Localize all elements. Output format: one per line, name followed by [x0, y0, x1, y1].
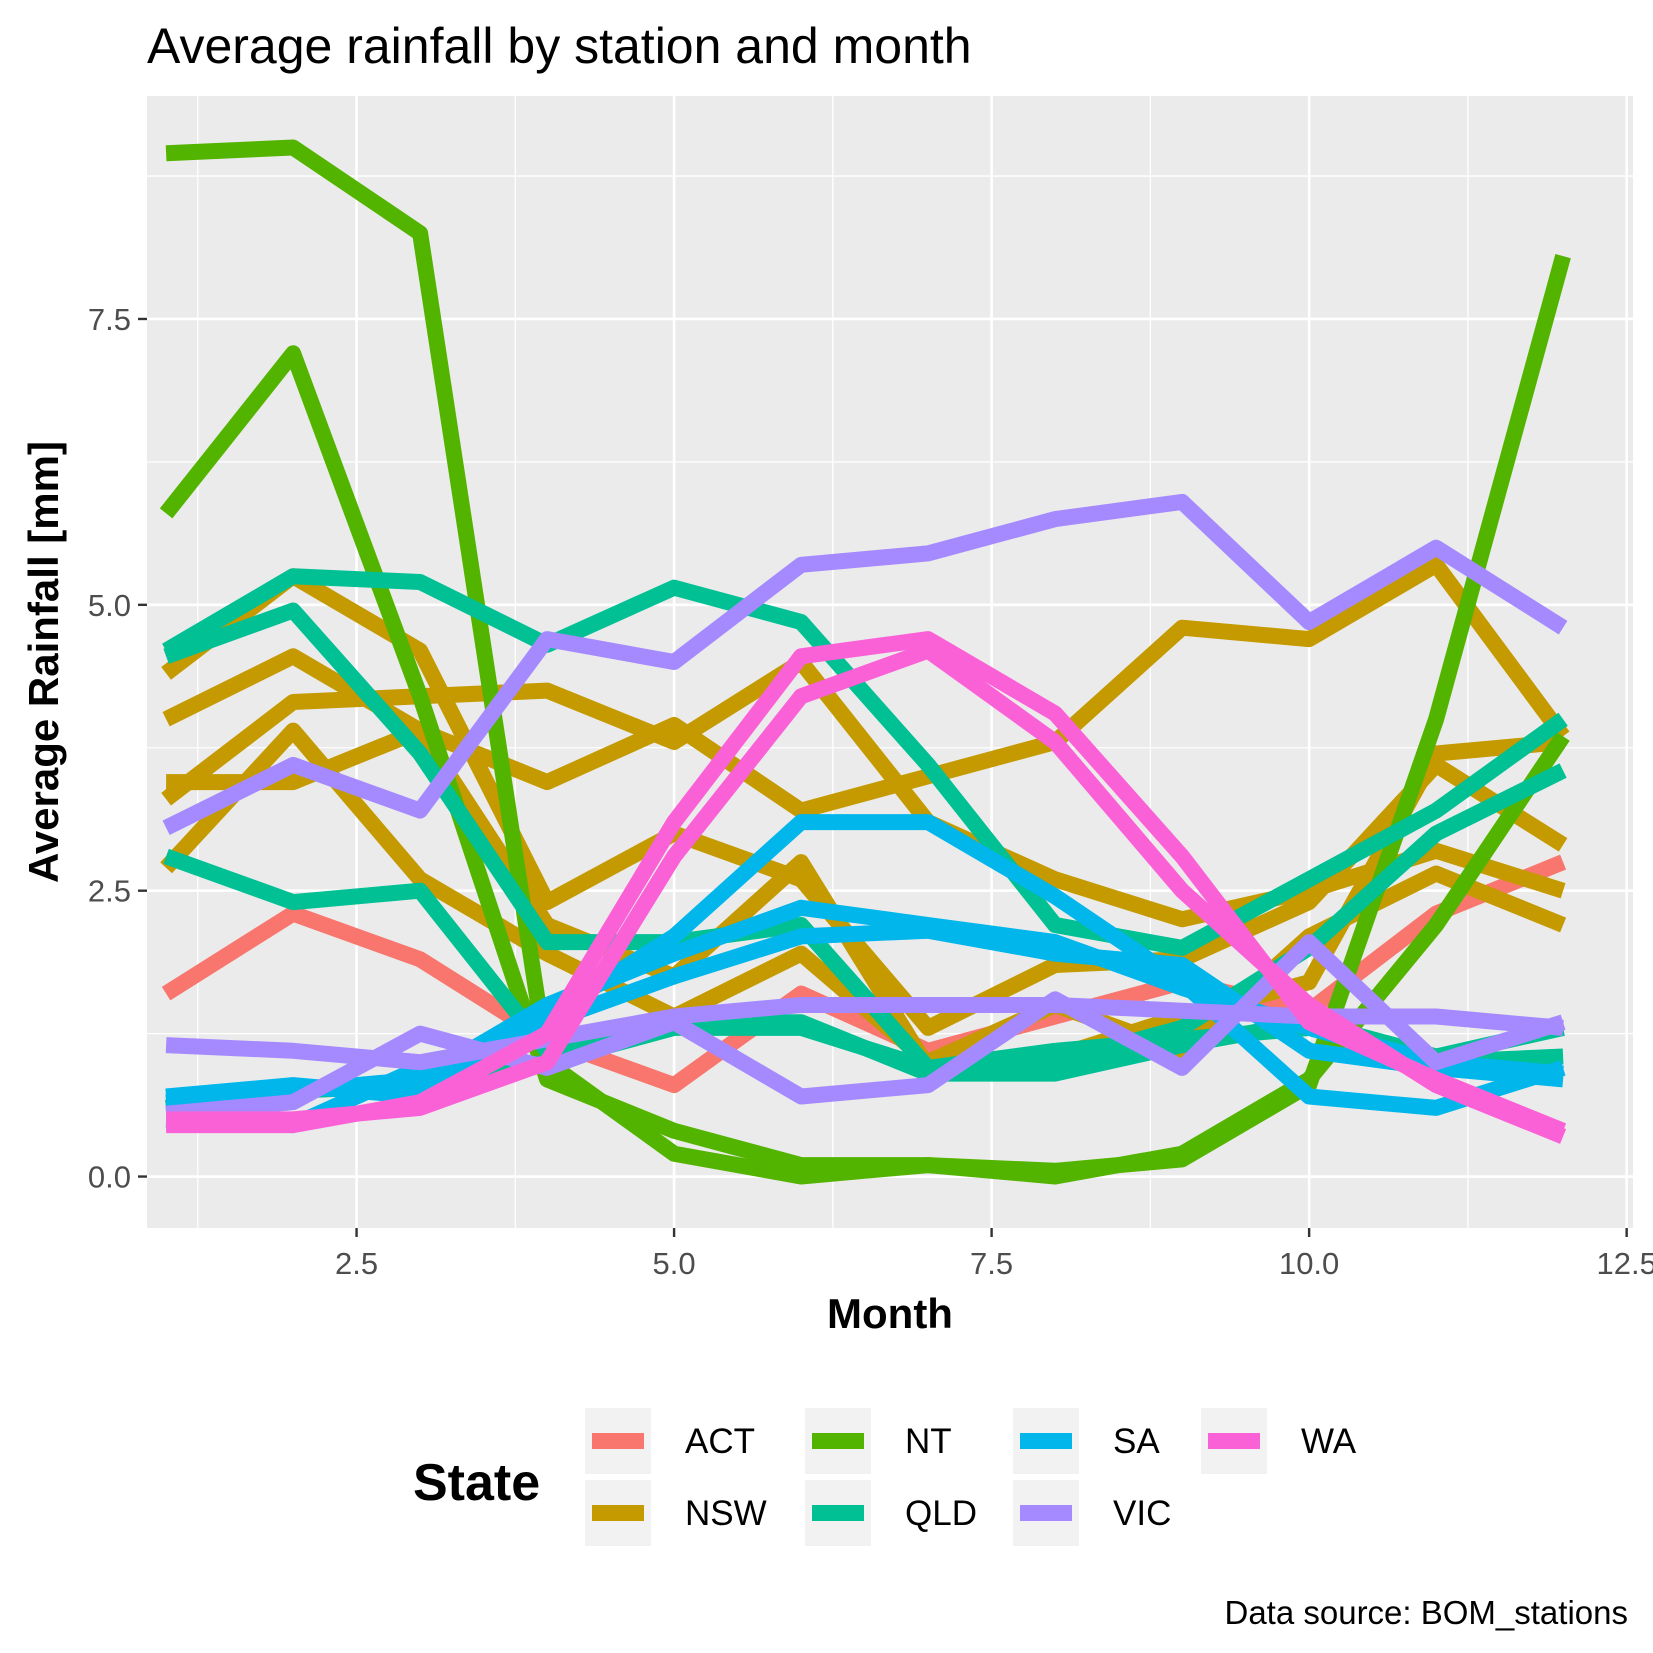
chart-title: Average rainfall by station and month [147, 18, 972, 74]
series-line-act-1 [161, 854, 1567, 1094]
x-axis-title: Month [827, 1290, 953, 1337]
legend-keys: ACT NSW NT QLD SA VIC WA [585, 1408, 1357, 1546]
series-lines [159, 139, 1571, 1185]
x-tick-label: 10.0 [1279, 1246, 1339, 1281]
series-line-sa-15 [165, 922, 1564, 1134]
legend-label-nsw: NSW [685, 1494, 767, 1533]
y-tick-label: 5.0 [88, 588, 131, 623]
x-tick-label: 12.5 [1596, 1246, 1653, 1281]
legend-label-nt: NT [905, 1422, 952, 1461]
series-line-qld-9 [162, 568, 1568, 956]
legend-label-sa: SA [1113, 1422, 1160, 1461]
y-axis-title: Average Rainfall [mm] [20, 441, 67, 883]
series-line-qld-10 [163, 602, 1567, 1076]
legend-label-qld: QLD [905, 1494, 977, 1533]
y-tick-label: 7.5 [88, 302, 131, 337]
y-tick-label: 0.0 [88, 1160, 131, 1195]
x-tick-label: 2.5 [335, 1246, 378, 1281]
series-line-wa-20 [166, 642, 1567, 1144]
series-line-sa-13 [165, 814, 1566, 1116]
series-line-nsw-4 [161, 654, 1566, 928]
x-tick-label: 7.5 [970, 1246, 1013, 1281]
series-line-vic-18 [165, 934, 1566, 1122]
x-axis-ticks: 2.5 5.0 7.5 10.0 12.5 [335, 1228, 1653, 1281]
legend-title: State [413, 1454, 540, 1512]
legend-label-wa: WA [1301, 1422, 1357, 1461]
legend: State ACT NSW NT QLD SA VIC WA [413, 1408, 1357, 1546]
series-line-vic-16 [162, 493, 1568, 835]
x-tick-label: 5.0 [653, 1246, 696, 1281]
legend-label-act: ACT [685, 1422, 755, 1461]
legend-label-vic: VIC [1113, 1494, 1171, 1533]
data-source-caption: Data source: BOM_stations [1224, 1594, 1628, 1631]
y-tick-label: 2.5 [88, 874, 131, 909]
y-axis-ticks: 0.0 2.5 5.0 7.5 [88, 302, 147, 1195]
